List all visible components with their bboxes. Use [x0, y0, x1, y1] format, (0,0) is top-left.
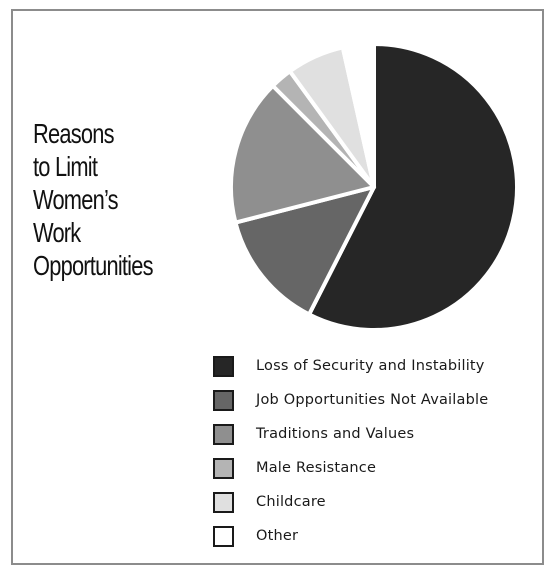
legend-swatch	[213, 389, 234, 411]
legend-swatch	[213, 491, 234, 513]
pie-slice-loss-of-security-and-instability	[307, 42, 519, 332]
legend-swatch	[213, 457, 234, 479]
legend-item: Male Resistance	[213, 451, 488, 485]
legend-label: Childcare	[256, 494, 326, 510]
legend-label: Job Opportunities Not Available	[256, 392, 489, 408]
chart-title: Reasons to Limit Women’s Work Opportunit…	[33, 117, 166, 282]
legend-item: Childcare	[213, 485, 488, 519]
legend-item: Traditions and Values	[213, 417, 488, 451]
legend-item: Other	[213, 519, 488, 553]
title-line: to Limit	[33, 151, 98, 182]
legend-label: Traditions and Values	[256, 426, 415, 442]
pie-slice-other	[340, 42, 376, 189]
legend-swatch	[213, 355, 234, 377]
pie-slice-job-opportunities-not-available	[233, 185, 376, 317]
legend-item: Loss of Security and Instability	[213, 349, 488, 383]
pie-slice-traditions-and-values	[229, 83, 376, 225]
legend-label: Other	[256, 528, 299, 544]
legend: Loss of Security and Instability Job Opp…	[213, 349, 488, 553]
legend-label: Male Resistance	[256, 460, 377, 476]
title-line: Women’s	[33, 184, 119, 215]
legend-item: Job Opportunities Not Available	[213, 383, 488, 417]
title-line: Work	[33, 217, 81, 248]
legend-swatch	[213, 525, 234, 547]
legend-swatch	[213, 423, 234, 445]
title-line: Opportunities	[33, 250, 154, 281]
legend-label: Loss of Security and Instability	[256, 358, 485, 374]
title-line: Reasons	[33, 118, 115, 149]
